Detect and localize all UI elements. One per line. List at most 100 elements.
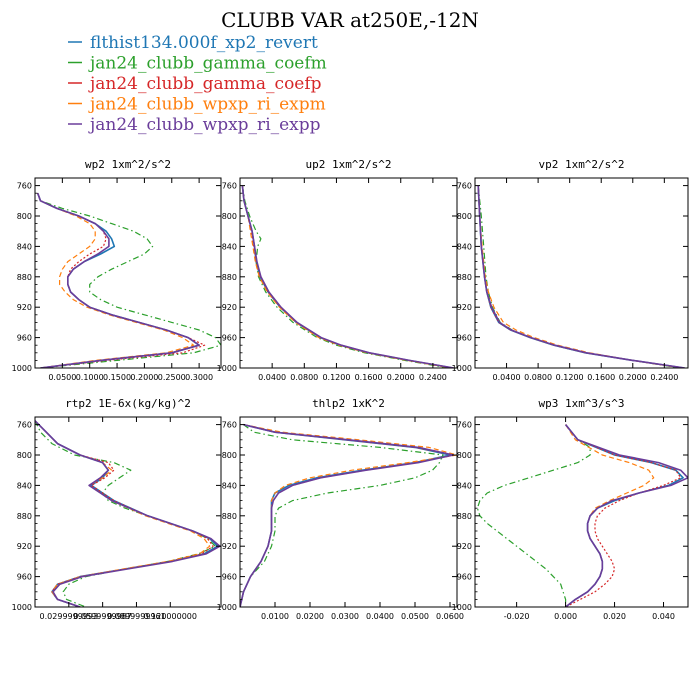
subplot: thlp2 1xK^2 760 800 840 880 920 960 1000 0.0100 0… <box>217 397 464 621</box>
y-tick-label: 1000 <box>12 364 32 373</box>
x-tick-label: 0.1500 <box>103 373 131 382</box>
series-line <box>35 420 214 607</box>
series-group <box>36 192 221 368</box>
y-tick-label: 920 <box>222 542 237 551</box>
y-tick-label: 760 <box>17 182 32 191</box>
series-line <box>240 423 455 607</box>
y-tick-label: 920 <box>457 542 472 551</box>
y-tick-label: 1000 <box>452 603 472 612</box>
x-tick-label: 0.000 <box>554 612 577 621</box>
x-tick-label: 0.020 <box>603 612 626 621</box>
y-tick-label: 760 <box>457 421 472 430</box>
series-line <box>564 424 688 607</box>
subplot: vp2 1xm^2/s^2 760 800 840 880 920 960 1000 0.040… <box>452 158 689 382</box>
series-line <box>477 185 682 368</box>
subplot-title: thlp2 1xK^2 <box>312 397 385 410</box>
y-tick-label: 800 <box>457 451 472 460</box>
series-line <box>241 185 454 368</box>
y-tick-label: 1000 <box>12 603 32 612</box>
series-line <box>477 185 685 368</box>
series-line <box>241 185 454 368</box>
x-tick-label: 0.0500 <box>401 612 429 621</box>
x-tick-label: 0.0400 <box>258 373 286 382</box>
y-tick-label: 880 <box>17 512 32 521</box>
legend-label: jan24_clubb_wpxp_ri_expm <box>88 95 326 115</box>
legend-label: jan24_clubb_wpxp_ri_expp <box>88 115 321 135</box>
x-tick-label: 0.0299999993 <box>40 612 99 621</box>
figure-title: CLUBB VAR at250E,-12N <box>221 8 479 32</box>
y-tick-label: 800 <box>222 212 237 221</box>
plot-frame <box>239 416 458 608</box>
y-tick-label: 920 <box>17 542 32 551</box>
series-line <box>36 192 200 368</box>
y-tick-label: 960 <box>17 573 32 582</box>
x-tick-label: 0.0599999987 <box>73 612 132 621</box>
y-tick-label: 840 <box>457 481 472 490</box>
series-line <box>564 424 684 607</box>
plot-frame <box>474 177 689 369</box>
y-tick-label: 960 <box>222 334 237 343</box>
y-tick-label: 880 <box>457 273 472 282</box>
x-tick-label: 0.0899999961 <box>107 612 166 621</box>
y-tick-label: 760 <box>457 182 472 191</box>
series-line <box>477 185 685 368</box>
series-group <box>477 185 685 368</box>
plot-frame <box>239 177 458 369</box>
x-tick-label: 0.0100 <box>261 612 289 621</box>
subplot-title: up2 1xm^2/s^2 <box>305 158 391 171</box>
series-line <box>477 185 681 368</box>
x-tick-label: 0.2000 <box>619 373 647 382</box>
x-tick-label: 0.2000 <box>387 373 415 382</box>
series-line <box>37 192 206 368</box>
y-tick-label: 800 <box>457 212 472 221</box>
y-tick-label: 840 <box>222 242 237 251</box>
series-line <box>477 185 685 368</box>
x-tick-label: -0.020 <box>504 612 530 621</box>
y-tick-label: 920 <box>457 303 472 312</box>
y-tick-label: 960 <box>222 573 237 582</box>
x-tick-label: 0.1200 <box>556 373 584 382</box>
series-group <box>241 185 454 368</box>
x-tick-label: 0.0300 <box>331 612 359 621</box>
plot-frame <box>474 416 689 608</box>
y-tick-label: 840 <box>222 481 237 490</box>
subplot: up2 1xm^2/s^2 760 800 840 880 920 960 1000 0.040… <box>217 158 458 382</box>
y-tick-label: 840 <box>17 242 32 251</box>
series-line <box>35 420 211 607</box>
series-line <box>241 185 450 368</box>
x-tick-label: 0.2000 <box>130 373 158 382</box>
x-tick-label: 0.0400 <box>366 612 394 621</box>
y-tick-label: 920 <box>222 303 237 312</box>
x-tick-label: 0.0600 <box>436 612 464 621</box>
legend: flthist134.000f_xp2_revertjan24_clubb_ga… <box>68 33 327 135</box>
legend-label: jan24_clubb_gamma_coefp <box>88 74 322 94</box>
plot-frame <box>34 416 222 608</box>
y-tick-label: 1000 <box>452 364 472 373</box>
subplot-title: wp2 1xm^2/s^2 <box>85 158 171 171</box>
series-line <box>241 185 454 368</box>
y-tick-label: 800 <box>17 212 32 221</box>
series-line <box>35 420 216 607</box>
series-line <box>35 420 221 607</box>
y-tick-label: 800 <box>222 451 237 460</box>
y-tick-label: 960 <box>457 334 472 343</box>
series-group <box>240 423 457 607</box>
x-tick-label: 0.120000000 <box>144 612 197 621</box>
subplot: wp3 1xm^3/s^3 760 800 840 880 920 960 1000 -0.02… <box>452 397 689 621</box>
y-tick-label: 880 <box>222 512 237 521</box>
series-line <box>35 420 219 607</box>
y-tick-label: 1000 <box>217 603 237 612</box>
x-tick-label: 0.1600 <box>355 373 383 382</box>
y-tick-label: 920 <box>17 303 32 312</box>
series-line <box>476 424 591 607</box>
legend-label: jan24_clubb_gamma_coefm <box>88 54 327 74</box>
subplot: rtp2 1E-6x(kg/kg)^2 760 800 840 880 920 960 100… <box>12 397 222 621</box>
y-tick-label: 840 <box>457 242 472 251</box>
x-tick-label: 0.1600 <box>587 373 615 382</box>
y-tick-label: 880 <box>457 512 472 521</box>
y-tick-label: 880 <box>222 273 237 282</box>
y-tick-label: 880 <box>17 273 32 282</box>
y-tick-label: 1000 <box>217 364 237 373</box>
x-tick-label: 0.0800 <box>524 373 552 382</box>
